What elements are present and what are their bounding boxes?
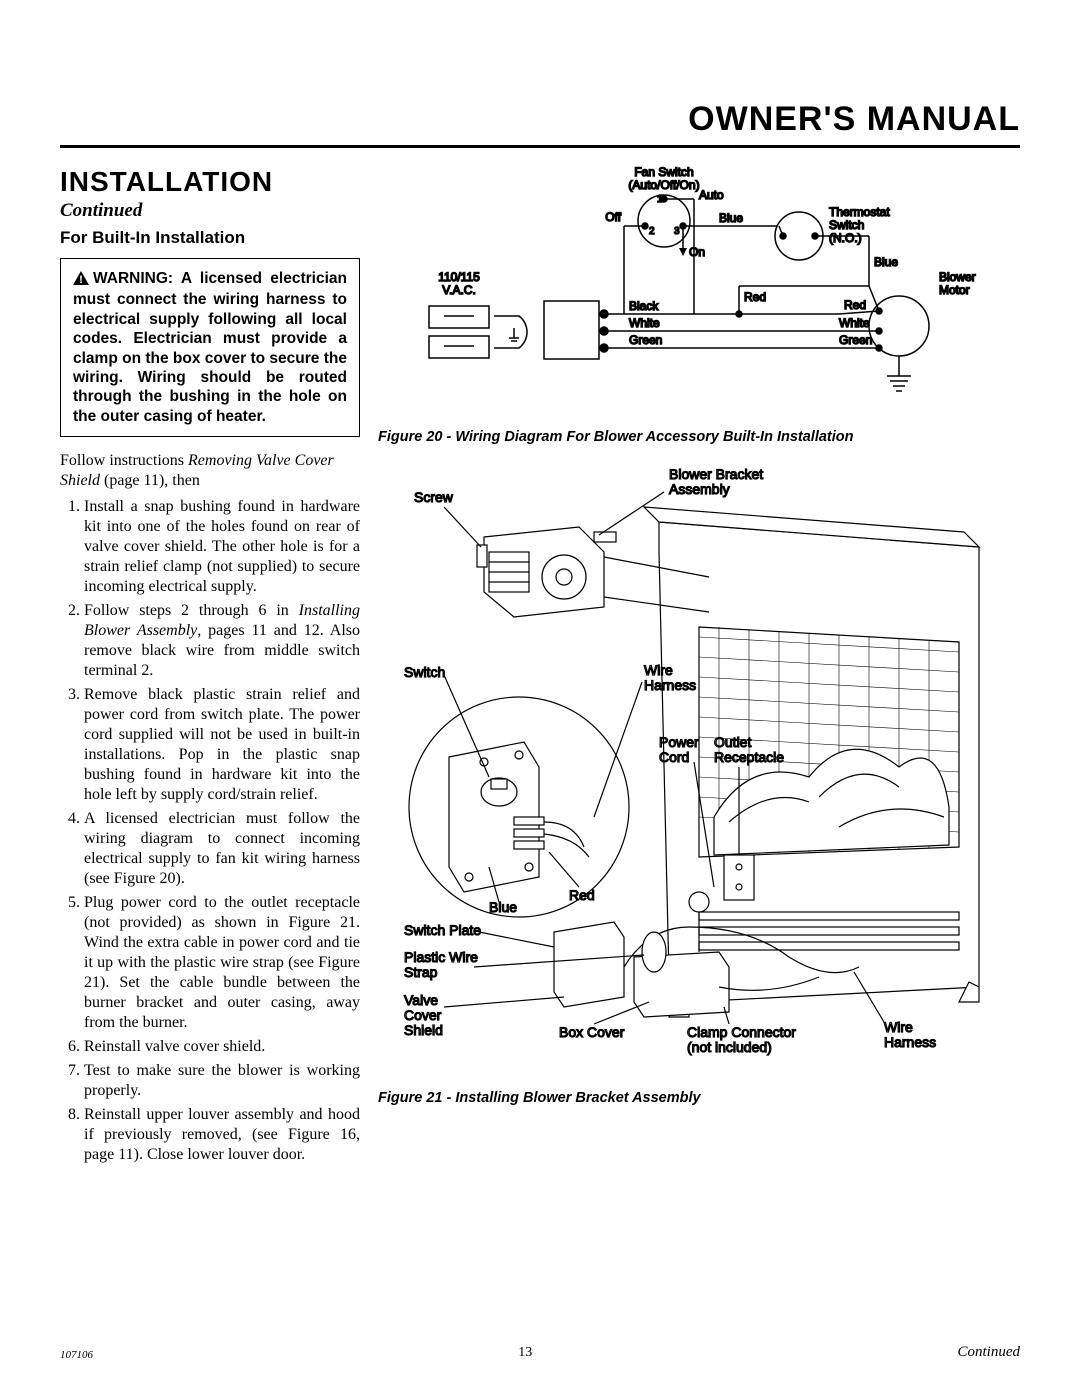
intro-prefix: Follow instructions [60,452,188,469]
warning-label: WARNING: [93,270,173,287]
valve-label3: Shield [404,1022,443,1038]
box-cover-label: Box Cover [559,1024,625,1040]
section-title: INSTALLATION [60,166,360,198]
green-wire2: Green [839,333,872,347]
list-item: Reinstall valve cover shield. [84,1037,360,1057]
list-item: Follow steps 2 through 6 in Installing B… [84,601,360,681]
list-item: Plug power cord to the outlet receptacle… [84,893,360,1033]
list-item: Reinstall upper louver assembly and hood… [84,1105,360,1165]
thermo-label2: Switch [829,218,864,232]
on-label: On [689,245,705,259]
white-wire: White [629,316,660,330]
num3-label: 3 [674,226,680,237]
motor-label2: Motor [939,283,970,297]
figure20-caption: Figure 20 - Wiring Diagram For Blower Ac… [378,429,1020,445]
blue-wire1: Blue [719,211,743,225]
power-cord-label2: Cord [659,749,689,765]
volt-label2: V.A.C. [442,283,476,297]
red-wire2: Red [844,298,866,312]
off-label: Off [605,210,621,224]
intro-text: Follow instructions Removing Valve Cover… [60,451,360,491]
blower-bracket-label2: Assembly [669,481,730,497]
document-number: 107106 [60,1349,93,1361]
blue-label: Blue [489,899,517,915]
page-number: 13 [518,1345,532,1361]
screw-label: Screw [414,489,454,505]
valve-label2: Cover [404,1007,442,1023]
footer-continued: Continued [958,1344,1021,1361]
list-item: Remove black plastic strain relief and p… [84,685,360,805]
blower-bracket-label1: Blower Bracket [669,466,763,482]
wire2-label2: Harness [884,1034,936,1050]
volt-label1: 110/115 [438,270,480,284]
green-wire: Green [629,333,662,347]
outlet-label1: Outlet [714,734,751,750]
wire-harness-label2: Harness [644,677,696,693]
list-item: A licensed electrician must follow the w… [84,809,360,889]
step2-em: Installing Blower Assembly [84,602,360,639]
motor-label1: Blower [939,270,976,284]
black-wire: Black [629,299,659,313]
power-cord-label1: Power [659,734,699,750]
warning-text: A licensed electrician must connect the … [73,270,347,425]
figure21-caption: Figure 21 - Installing Blower Bracket As… [378,1090,1020,1106]
wire-harness-label1: Wire [644,662,673,678]
auto-label: Auto [699,188,724,202]
plastic-strap-label1: Plastic Wire [404,949,478,965]
page-title: OWNER'S MANUAL [60,100,1020,145]
red-label: Red [569,887,595,903]
valve-label1: Valve [404,992,438,1008]
clamp-label2: (not included) [687,1039,772,1055]
plastic-strap-label2: Strap [404,964,438,980]
step-list: Install a snap bushing found in hardware… [60,497,360,1165]
warning-box: ! WARNING: A licensed electrician must c… [60,258,360,437]
num1-label: 1 [657,194,663,205]
outlet-label2: Receptacle [714,749,784,765]
warning-icon: ! [73,271,89,290]
list-item: Install a snap bushing found in hardware… [84,497,360,597]
assembly-diagram: Screw Blower Bracket Assembly Switch Wir… [378,457,1020,1077]
switch-plate-label: Switch Plate [404,922,481,938]
clamp-label1: Clamp Connector [687,1024,796,1040]
blue-wire2: Blue [874,255,898,269]
continued-label: Continued [60,200,360,222]
thermo-label3: (N.O.) [829,231,862,245]
list-item: Test to make sure the blower is working … [84,1061,360,1101]
intro-suffix: (page 11), then [100,472,200,489]
svg-text:!: ! [79,274,83,285]
white-wire2: White [839,316,870,330]
num2-label: 2 [649,226,655,237]
red-wire: Red [744,290,766,304]
thermo-label1: Thermostat [829,205,890,219]
subheading: For Built-In Installation [60,228,360,248]
wiring-diagram: 1 2 3 Fan Switch (Auto/Off/On) Auto Off … [378,166,1020,416]
header-rule [60,145,1020,148]
wire2-label1: Wire [884,1019,913,1035]
switch-label: Switch [404,664,445,680]
fan-switch-sub: (Auto/Off/On) [628,178,699,192]
